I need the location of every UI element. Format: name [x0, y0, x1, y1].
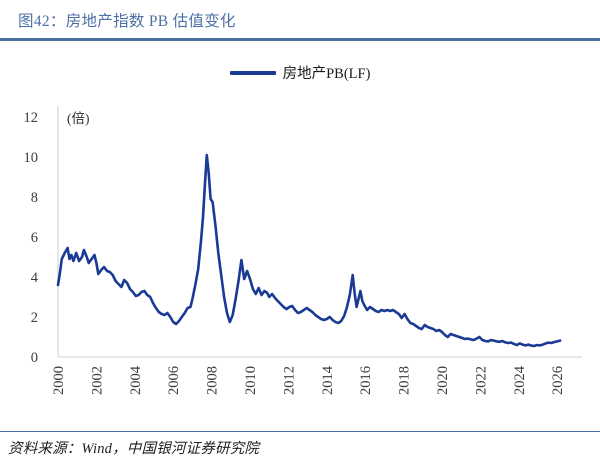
chart-area: 0 2 4 6 8 10 12 (倍) 2000 2002 2004 2006 2008 2010 2012…: [0, 89, 600, 419]
x-tick-label: 2020: [435, 366, 451, 395]
x-tick-label: 2024: [512, 365, 528, 395]
y-tick-label: 2: [31, 310, 38, 326]
x-tick-label: 2006: [166, 366, 182, 395]
x-tick-label: 2022: [473, 366, 489, 395]
title-divider: [0, 38, 600, 41]
x-tick-label: 2012: [281, 366, 297, 395]
x-tick-label: 2000: [51, 366, 67, 395]
legend-line-swatch: [229, 70, 276, 75]
y-tick-label: 4: [31, 270, 39, 286]
legend-label: 房地产PB(LF): [282, 66, 371, 82]
source-divider: 资料来源：Wind，中国银河证券研究院: [0, 430, 600, 458]
y-tick-label: 8: [31, 190, 38, 206]
x-tick-label: 2014: [320, 365, 336, 395]
x-tick-label: 2016: [358, 366, 374, 395]
source-note: 资料来源：Wind，中国银河证券研究院: [8, 440, 260, 457]
x-tick-label: 2002: [89, 366, 105, 395]
y-tick-label: 10: [24, 150, 39, 166]
x-tick-label: 2004: [128, 365, 144, 395]
pb-line-chart: 0 2 4 6 8 10 12 (倍) 2000 2002 2004 2006 2008 2010 2012…: [24, 105, 582, 395]
x-tick-label: 2008: [205, 366, 221, 395]
chart-legend: 房地产PB(LF): [0, 65, 600, 82]
x-tick-label: 2026: [550, 366, 566, 395]
pb-series-line: [56, 153, 562, 347]
x-tick-label: 2018: [397, 366, 413, 395]
y-tick-label: 6: [31, 230, 38, 246]
x-tick-label: 2010: [243, 366, 259, 395]
y-axis-unit-label: (倍): [67, 111, 90, 126]
y-tick-label: 0: [31, 350, 38, 366]
y-tick-label: 12: [24, 110, 39, 126]
figure-title: 图42：房地产指数 PB 估值变化: [18, 13, 236, 30]
